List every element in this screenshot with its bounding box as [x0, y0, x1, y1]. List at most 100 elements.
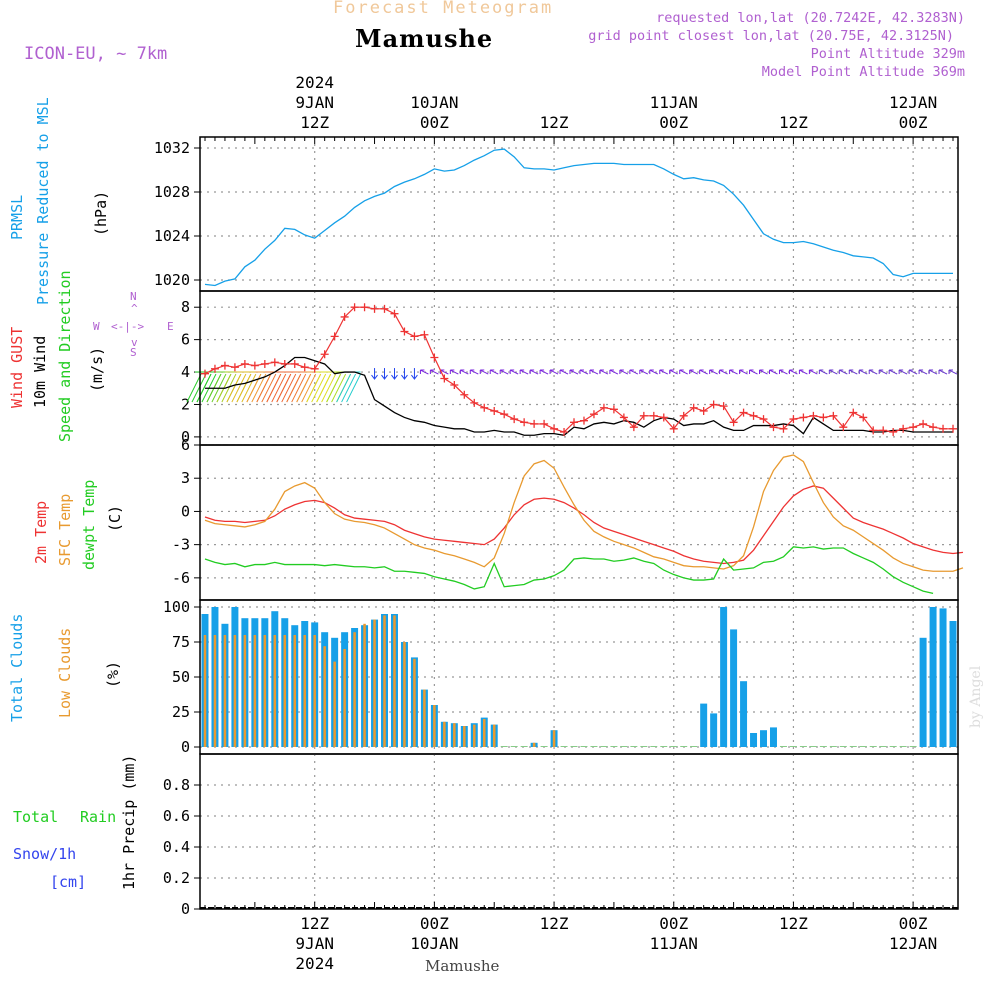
- gust-marker: [889, 428, 898, 437]
- wind-arrow: [649, 369, 659, 375]
- gust-marker: [669, 424, 678, 433]
- wind-arrow: [689, 369, 698, 375]
- wind-arrow: [599, 369, 609, 375]
- wind-arrow: [948, 369, 958, 375]
- wind-arrow-head: [411, 374, 418, 380]
- total-cloud-bar: [730, 629, 738, 747]
- wind-arrow: [769, 369, 778, 375]
- panel-0: 1020 1024 1028 1032: [154, 136, 959, 292]
- y-tick-label: 25: [172, 703, 190, 721]
- wind-arrow-head: [559, 369, 565, 375]
- wind-arrow: [739, 369, 748, 375]
- wind-arrow: [699, 369, 708, 375]
- gust-marker: [480, 403, 489, 412]
- point-altitude: Point Altitude 329m: [810, 46, 965, 62]
- cloud-bar-zero: [879, 746, 887, 747]
- gust-marker: [220, 361, 229, 370]
- gust-marker: [799, 413, 808, 422]
- cloud-bar-zero: [799, 746, 807, 747]
- y-tick-label: -3: [172, 536, 190, 554]
- wind-arrow-head: [778, 369, 784, 375]
- time-tick-label: 12Z: [540, 914, 569, 933]
- gust-marker: [939, 424, 948, 433]
- low-cloud-bar: [383, 615, 386, 747]
- total-cloud-bar: [949, 621, 957, 747]
- gust-marker: [370, 304, 379, 313]
- total-cloud-bar: [919, 637, 927, 747]
- wind-arrow-head: [699, 369, 704, 375]
- cloud-bar-zero: [869, 746, 877, 747]
- gust-marker: [280, 359, 289, 368]
- wind-arrow-head: [639, 369, 644, 375]
- wind-arrow-head: [689, 369, 694, 375]
- wind-arrow-head: [509, 369, 515, 375]
- wind-arrow: [420, 369, 429, 375]
- app-title: Forecast Meteogram: [333, 0, 554, 18]
- wind-arrow-head: [589, 369, 594, 375]
- cloud-bar-zero: [680, 746, 688, 747]
- panel-frame: [199, 136, 959, 292]
- cloud-bar-zero: [859, 746, 867, 747]
- gust-marker: [769, 423, 778, 432]
- cloud-bar-zero: [640, 746, 648, 747]
- wind-arrow-head: [838, 369, 844, 375]
- wind-arrow: [450, 369, 459, 375]
- wind-barb: [271, 373, 287, 403]
- gust-marker: [510, 415, 519, 424]
- wind-barb: [326, 373, 342, 403]
- wind-barb: [336, 373, 352, 403]
- total-cloud-bar: [750, 733, 758, 747]
- wind-arrow: [609, 369, 619, 375]
- compass-arrows: <-|->: [111, 320, 145, 333]
- cloud-bar-zero: [670, 746, 678, 747]
- time-tick-label: 00Z: [899, 914, 928, 933]
- low-cloud-bar: [203, 635, 207, 747]
- gust-marker: [949, 424, 958, 433]
- wind-arrow-head: [729, 369, 734, 375]
- wind-arrow-head: [549, 369, 555, 375]
- series-wind-gust: [204, 306, 954, 433]
- series-prmsl: [204, 148, 954, 287]
- y-tick-label: 4: [181, 363, 190, 381]
- total-cloud-bar: [710, 713, 718, 747]
- wind-arrow: [629, 369, 639, 375]
- series-dewpt-temp: [204, 546, 934, 594]
- wind-arrow-head: [619, 369, 624, 375]
- wind-arrow: [569, 369, 579, 375]
- wind-arrow: [669, 369, 678, 375]
- wind-arrow-head: [888, 369, 894, 375]
- wind-arrow-head: [828, 369, 834, 375]
- y-tick-label: 75: [172, 633, 190, 651]
- cloud-bar-zero: [809, 746, 817, 747]
- cloud-bar-zero: [849, 746, 857, 747]
- cloud-bar-zero: [899, 746, 907, 747]
- y-tick-label: 2: [181, 395, 190, 413]
- gust-marker: [210, 364, 219, 373]
- y-tick-label: 1028: [154, 183, 190, 201]
- wind-arrow-head: [818, 369, 824, 375]
- low-cloud-bar: [283, 635, 287, 747]
- low-cloud-bar: [552, 730, 556, 747]
- total-cloud-bar: [720, 607, 728, 747]
- footer-location: Mamushe: [425, 957, 500, 975]
- y-tick-label: -6: [172, 569, 190, 587]
- y-tick-label: 6: [181, 436, 190, 454]
- wind-arrow-head: [391, 374, 398, 380]
- low-cloud-bar: [323, 646, 326, 747]
- wind-arrow: [709, 369, 718, 375]
- gust-marker: [230, 363, 239, 372]
- wind-arrow-head: [679, 369, 684, 375]
- low-cloud-bar: [273, 635, 277, 747]
- time-tick-label: 00Z: [420, 914, 449, 933]
- wind-arrow-head: [948, 369, 954, 375]
- gust-marker: [330, 332, 339, 341]
- time-tick-label: 2024: [295, 73, 334, 92]
- wind-arrow-head: [938, 369, 944, 375]
- gust-marker: [709, 400, 718, 409]
- time-tick-label: 12JAN: [889, 934, 937, 953]
- cloud-bar-zero: [580, 746, 588, 747]
- wind-barb: [306, 373, 322, 403]
- wind-arrow: [679, 369, 688, 375]
- wind-arrow: [509, 369, 519, 375]
